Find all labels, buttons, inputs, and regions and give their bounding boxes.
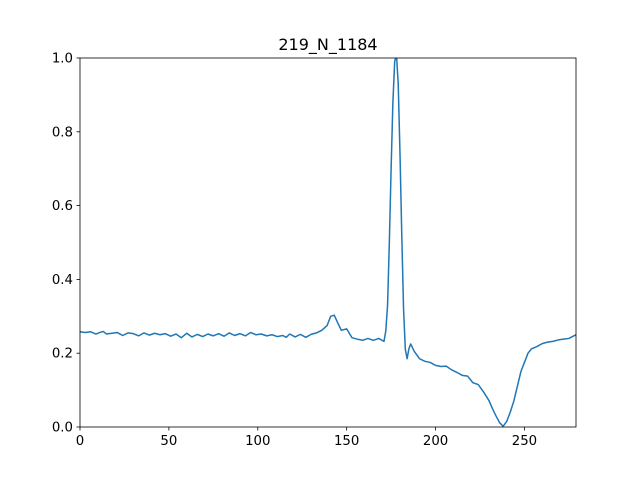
x-tick-label: 100 [245,434,270,449]
x-tick-label: 200 [423,434,448,449]
y-axis: 0.0 0.2 0.4 0.6 0.8 1.0 [52,52,80,436]
chart-title: 219_N_1184 [278,35,377,55]
axes-frame [79,57,577,428]
series-line [80,58,576,427]
y-tick-label: 0.0 [52,421,73,436]
y-tick-label: 0.4 [52,273,73,288]
plot-area [79,57,577,428]
x-tick-label: 150 [334,434,359,449]
x-tick-label: 250 [512,434,537,449]
y-tick-label: 0.6 [52,199,73,214]
x-tick-label: 0 [76,434,84,449]
x-axis: 0 50 100 150 200 250 [76,427,537,449]
y-tick-label: 0.8 [52,125,73,140]
y-tick-label: 0.2 [52,347,73,362]
x-tick-label: 50 [160,434,177,449]
y-tick-label: 1.0 [52,52,73,67]
